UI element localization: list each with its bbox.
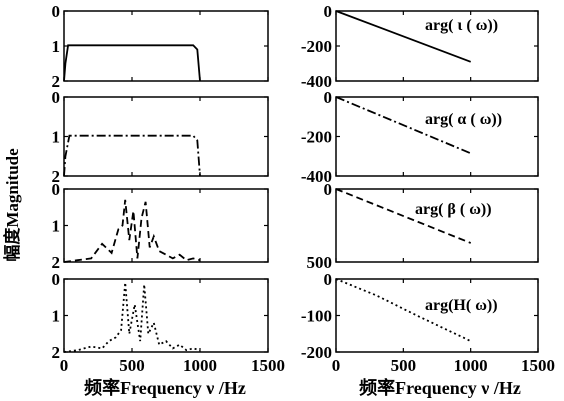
axes-frame [335, 96, 539, 177]
series-line [335, 10, 472, 63]
x-tick-label: 1500 [251, 356, 285, 375]
y-tick-label: 500 [307, 253, 333, 272]
x-axis-label-right: 频率Frequency ν /Hz [359, 377, 521, 398]
y-tick-label: 0 [324, 180, 333, 199]
y-tick-label: 1 [52, 37, 61, 56]
y-axis-label: 幅度Magnitude [2, 148, 22, 262]
y-tick-label: -200 [301, 128, 332, 147]
y-tick-label: 2 [52, 253, 61, 272]
panel-left-1: 0 1 2 [52, 2, 269, 91]
annotation-label: arg( α ( ω)) [425, 111, 502, 128]
axes-frame [335, 278, 539, 353]
annotation-label: arg( ι ( ω)) [425, 17, 498, 34]
y-tick-label: 2 [52, 167, 61, 186]
series-line [63, 282, 201, 353]
y-tick-label: 0 [52, 88, 61, 107]
panel-right-3: 0 500 arg( β ( ω)) [307, 180, 539, 272]
y-tick-label: 0 [52, 270, 61, 289]
axes-frame [335, 188, 539, 263]
y-tick-label: 0 [52, 2, 61, 21]
x-tick-label: 0 [60, 356, 69, 375]
x-tick-label: 500 [391, 356, 417, 375]
series-line [335, 96, 472, 155]
annotation-label: arg( β ( ω)) [415, 201, 492, 218]
series-line [63, 134, 201, 177]
x-tick-label: 1500 [521, 356, 555, 375]
panel-left-2: 0 1 2 [52, 88, 269, 186]
x-tick-label: 500 [119, 356, 145, 375]
y-tick-label: -400 [301, 72, 332, 91]
y-tick-label: 0 [324, 88, 333, 107]
series-line [335, 188, 472, 244]
x-tick-label: 0 [332, 356, 341, 375]
y-tick-label: 0 [324, 2, 333, 21]
panel-right-1: 0 -200 -400 arg( ι ( ω)) [301, 2, 539, 91]
annotation-label: arg(H( ω)) [425, 297, 498, 314]
panel-right-2: 0 -200 -400 arg( α ( ω)) [301, 88, 539, 186]
y-tick-label: -100 [301, 307, 332, 326]
series-line [63, 44, 201, 82]
panel-left-3: 0 1 2 [52, 180, 269, 272]
y-tick-label: -400 [301, 167, 332, 186]
x-axis-label-left: 频率Frequency ν /Hz [84, 377, 246, 398]
y-tick-label: 0 [52, 180, 61, 199]
y-tick-label: 1 [52, 307, 61, 326]
y-tick-label: 2 [52, 72, 61, 91]
y-tick-label: 2 [52, 343, 61, 362]
y-tick-label: 1 [52, 217, 61, 236]
y-tick-label: 0 [324, 270, 333, 289]
y-tick-label: -200 [301, 343, 332, 362]
axes-frame [63, 188, 269, 263]
x-tick-label: 1000 [183, 356, 217, 375]
series-line [335, 278, 472, 342]
y-tick-label: -200 [301, 37, 332, 56]
series-line [63, 199, 201, 263]
y-tick-label: 1 [52, 128, 61, 147]
x-tick-label: 1000 [454, 356, 488, 375]
